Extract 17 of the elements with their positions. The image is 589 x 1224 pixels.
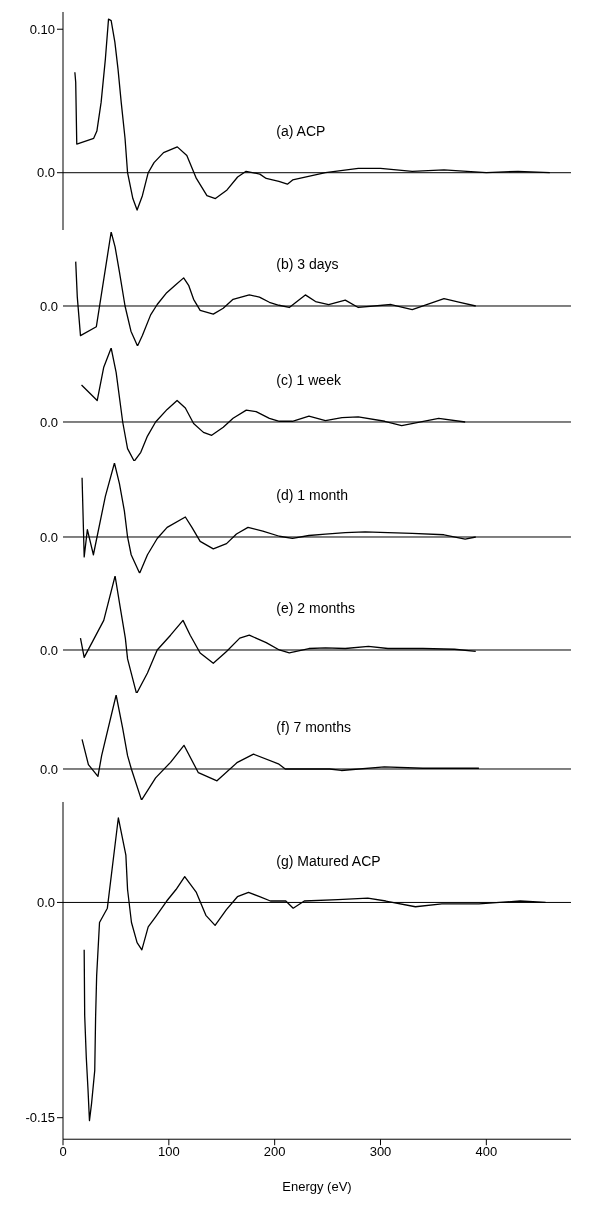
y-tick-label: -0.15: [25, 1110, 55, 1126]
x-tick-label: 300: [369, 1144, 392, 1160]
text: (b) 3 days: [276, 256, 339, 273]
y-tick-label: 0.0: [36, 165, 56, 181]
x-tick-label: 100: [158, 1144, 180, 1160]
x-tick-label: 0: [59, 1144, 67, 1160]
y-tick-label: 0.10: [29, 21, 56, 37]
text: (d) 1 month: [276, 487, 348, 504]
text: (a) ACP: [276, 122, 326, 139]
text: (c) 1 week: [276, 372, 341, 389]
x-tick-label: 200: [263, 1144, 286, 1160]
y-tick-label: 0.0: [36, 895, 55, 911]
text: (e) 2 months: [276, 599, 355, 616]
x-axis-title: Energy (eV): [282, 1179, 352, 1195]
x-tick-label: 400: [475, 1144, 498, 1160]
text: (f) 7 months: [276, 719, 352, 736]
text: (g) Matured ACP: [276, 852, 381, 869]
